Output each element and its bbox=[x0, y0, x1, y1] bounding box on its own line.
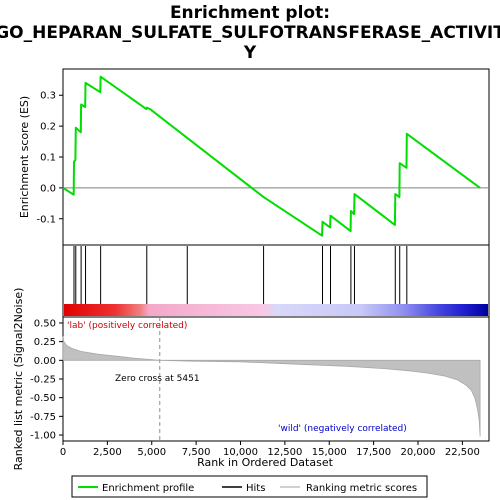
x-tick-label: 17,500 bbox=[356, 447, 391, 458]
es-ytick-label: -0.1 bbox=[36, 214, 56, 225]
positive-correlation-label: 'lab' (positively correlated) bbox=[67, 321, 187, 331]
legend-enrichment-label: Enrichment profile bbox=[102, 483, 194, 494]
rank-color-bar bbox=[64, 304, 488, 316]
x-tick-label: 10,000 bbox=[223, 447, 258, 458]
x-tick-label: 5,000 bbox=[137, 447, 166, 458]
es-ytick-label: 0.0 bbox=[40, 183, 56, 194]
legend-metric-label: Ranking metric scores bbox=[306, 483, 417, 494]
es-panel: -0.1 0.0 0.1 0.2 0.3 bbox=[36, 75, 489, 237]
x-tick-label: 15,000 bbox=[312, 447, 347, 458]
negative-correlation-label: 'wild' (negatively correlated) bbox=[278, 424, 407, 434]
metric-ytick-label: 0.00 bbox=[34, 356, 56, 367]
enrichment-profile-line bbox=[62, 75, 481, 237]
metric-ytick-label: -0.75 bbox=[30, 412, 56, 423]
x-tick-label: 12,500 bbox=[267, 447, 302, 458]
x-tick-label: 22,500 bbox=[445, 447, 480, 458]
x-axis-label: Rank in Ordered Dataset bbox=[197, 456, 334, 469]
metric-ytick-label: -0.50 bbox=[30, 393, 56, 404]
metric-axis-label: Ranked list metric (Signal2Noise) bbox=[12, 288, 25, 471]
es-ytick-label: 0.2 bbox=[40, 122, 56, 133]
metric-ytick-label: -0.25 bbox=[30, 375, 56, 386]
es-ytick-label: 0.3 bbox=[40, 91, 56, 102]
x-tick-label: 0 bbox=[60, 447, 66, 458]
metric-panel: 0.50 0.25 0.00 -0.25 -0.50 -0.75 -1.00 'lab' (p… bbox=[30, 317, 481, 442]
metric-ytick-label: 0.25 bbox=[34, 337, 56, 348]
chart-title-line-2: GO_HEPARAN_SULFATE_SULFOTRANSFERASE_ACTI… bbox=[0, 23, 500, 43]
legend: Enrichment profile Hits Ranking metric s… bbox=[71, 475, 428, 498]
x-tick-label: 20,000 bbox=[401, 447, 436, 458]
zero-cross-label: Zero cross at 5451 bbox=[115, 374, 200, 384]
es-axis-label: Enrichment score (ES) bbox=[18, 96, 31, 218]
metric-ytick-label: -1.00 bbox=[30, 431, 56, 442]
metric-ytick-label: 0.50 bbox=[34, 318, 56, 329]
hits-panel bbox=[64, 246, 488, 316]
legend-box bbox=[71, 475, 428, 498]
legend-hits-label: Hits bbox=[246, 483, 265, 494]
chart-title-line-1: Enrichment plot: bbox=[170, 3, 330, 23]
x-tick-label: 7,500 bbox=[182, 447, 211, 458]
x-tick-label: 2,500 bbox=[93, 447, 122, 458]
x-axis: 0 2,500 5,000 7,500 10,000 12,500 15,000 17,500… bbox=[60, 441, 480, 458]
chart-title-line-3: Y bbox=[243, 43, 257, 63]
es-ytick-label: 0.1 bbox=[40, 153, 56, 164]
ranking-metric-area bbox=[62, 336, 481, 437]
